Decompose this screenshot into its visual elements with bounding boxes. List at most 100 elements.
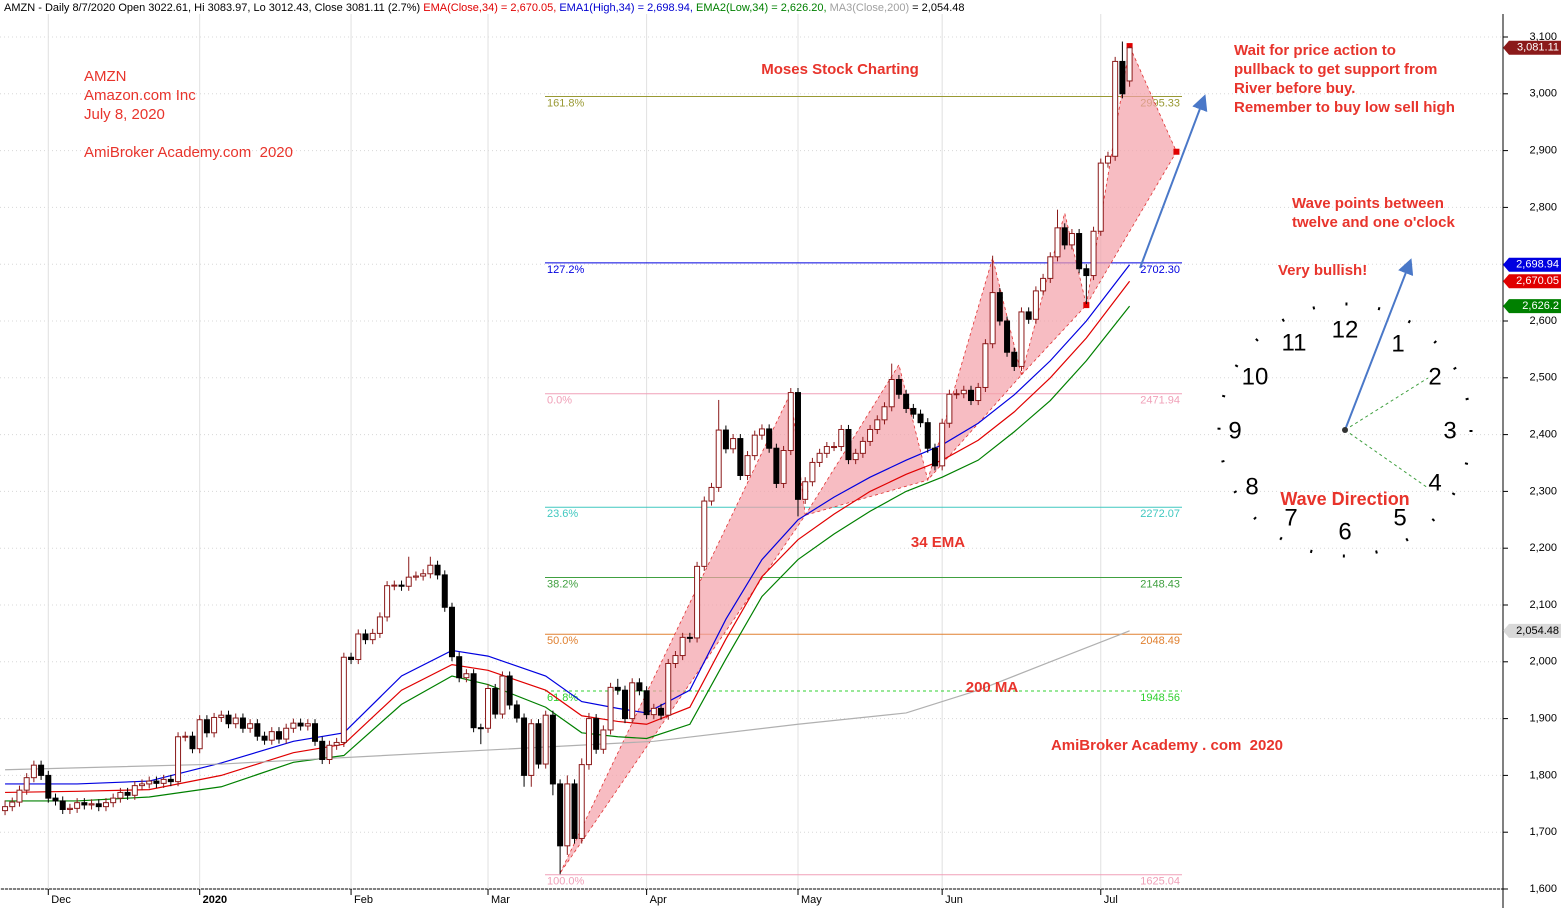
candle-body: [968, 389, 975, 402]
candle-body: [578, 764, 585, 839]
candle-body: [809, 461, 816, 483]
x-tick-label: 2020: [203, 894, 227, 906]
candle-body: [585, 718, 592, 766]
annotation: pullback to get support from: [1234, 61, 1437, 78]
wave-point: [1173, 148, 1180, 155]
candle-body: [131, 785, 138, 796]
candle-body: [1061, 227, 1068, 246]
clock-number: 11: [1282, 329, 1307, 356]
x-tick-label: Dec: [51, 894, 71, 906]
annotation: River before buy.: [1234, 80, 1355, 97]
candle-body: [340, 656, 347, 743]
candle-body: [773, 447, 780, 484]
candle-body: [1104, 155, 1111, 164]
candle-body: [888, 379, 895, 408]
candle-body: [384, 585, 391, 618]
fib-value: 2048.49: [1140, 635, 1180, 647]
candle-body: [859, 440, 866, 454]
candle-body: [1126, 47, 1133, 82]
candle-body: [312, 723, 319, 742]
candle-body: [1090, 230, 1097, 277]
clock-number: 7: [1284, 504, 1297, 531]
clock-hand: [1344, 258, 1414, 431]
candle-body: [38, 764, 45, 776]
candle-body: [845, 428, 852, 461]
candle-body: [838, 428, 845, 448]
candle-body: [557, 783, 564, 847]
candle-body: [261, 735, 268, 741]
fib-label: 161.8%: [547, 97, 585, 109]
indicator-line: [5, 630, 1130, 771]
candle-body: [218, 714, 225, 718]
candle-body: [441, 574, 448, 608]
candle-body: [52, 797, 59, 802]
y-tick-label: 1,700: [1529, 826, 1557, 838]
candle-body: [203, 719, 210, 734]
candle-body: [95, 803, 102, 808]
candle-body: [59, 800, 66, 810]
candle-body: [448, 606, 455, 658]
annotation: Amazon.com Inc: [84, 87, 196, 104]
x-tick-label: Jul: [1104, 894, 1118, 906]
candle-body: [470, 673, 477, 729]
fib-label: 61.8%: [547, 692, 578, 704]
candle-body: [650, 707, 657, 716]
fib-value: 2702.30: [1140, 264, 1180, 276]
candle-body: [420, 573, 427, 577]
y-tick-label: 1,800: [1529, 769, 1557, 781]
candle-body: [895, 379, 902, 395]
candle-body: [153, 780, 160, 784]
candle-body: [2, 806, 9, 812]
annotation: twelve and one o'clock: [1292, 214, 1455, 231]
candle-body: [665, 663, 672, 716]
candle-body: [946, 393, 953, 424]
candle-body: [290, 722, 297, 729]
candle-body: [780, 450, 787, 484]
y-tick-label: 2,900: [1529, 145, 1557, 157]
price-tag-label: 3,081.11: [1517, 42, 1559, 54]
clock-number: 8: [1245, 473, 1258, 500]
candle-body: [917, 413, 924, 424]
candle-body: [427, 564, 434, 575]
candle-body: [614, 686, 621, 691]
candle-body: [391, 584, 398, 587]
y-tick-label: 1,600: [1529, 883, 1557, 895]
candle-body: [1018, 311, 1025, 367]
candle-body: [333, 741, 340, 746]
candle-body: [658, 707, 665, 716]
candle-body: [275, 731, 282, 740]
candle-body: [1054, 227, 1061, 258]
annotation: July 8, 2020: [84, 106, 165, 123]
price-tag: [1503, 274, 1561, 289]
wave-triangle: [1021, 212, 1087, 376]
candle-body: [528, 723, 535, 776]
clock-number: 6: [1338, 518, 1351, 545]
clock: 12 1 2 3 4 5 6 7 8 9 10 11 Wave Directio…: [1217, 258, 1473, 558]
fib-value: 1948.56: [1140, 692, 1180, 704]
candle-body: [607, 686, 614, 731]
fib-label: 38.2%: [547, 578, 578, 590]
wave-triangle: [1085, 44, 1177, 306]
candle-body: [1011, 351, 1018, 367]
candle-body: [189, 735, 196, 750]
candle-body: [376, 616, 383, 634]
price-tag-label: 2,054.48: [1516, 625, 1559, 637]
fib-value: 2272.07: [1140, 508, 1180, 520]
candle-body: [110, 797, 117, 804]
candle-body: [23, 777, 30, 791]
candle-body: [593, 718, 600, 750]
y-tick-label: 2,200: [1529, 542, 1557, 554]
header-part: = 2,054.48: [909, 2, 964, 14]
y-tick-label: 3,100: [1529, 31, 1557, 43]
candle-body: [939, 422, 946, 467]
indicator-line: [5, 305, 1131, 802]
candle-body: [867, 428, 874, 442]
candle-body: [211, 716, 218, 734]
chart-header: AMZN - Daily 8/7/2020 Open 3022.61, Hi 3…: [4, 2, 964, 14]
candle-body: [239, 717, 246, 729]
candle-body: [852, 452, 859, 461]
candle-body: [362, 633, 369, 641]
candle-body: [9, 801, 16, 808]
candle-body: [167, 778, 174, 783]
